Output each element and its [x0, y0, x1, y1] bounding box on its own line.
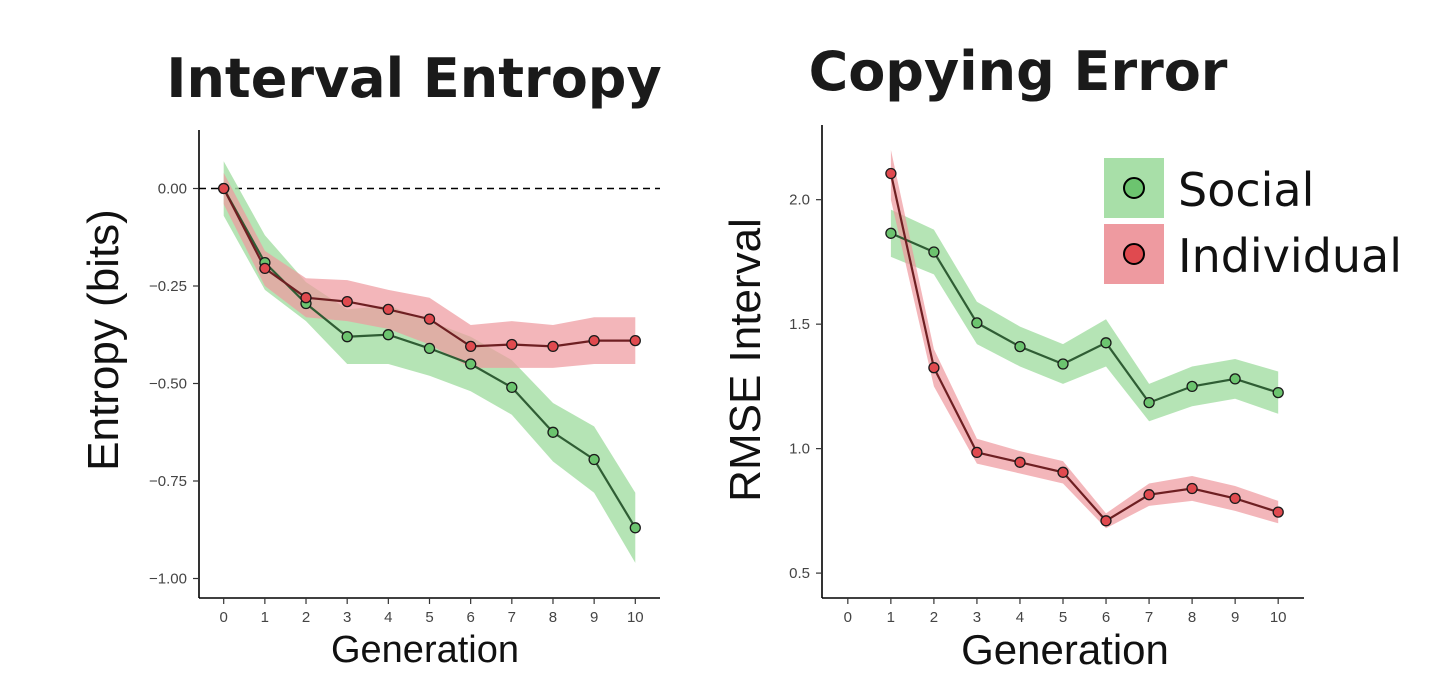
entropy-social-ci-band	[223, 161, 636, 563]
entropy-individual-point	[547, 340, 559, 353]
copying-error-x-tick-label: 8	[1188, 609, 1196, 626]
entropy-individual-point	[588, 334, 600, 347]
entropy-y-axis-title: Entropy (bits)	[79, 209, 128, 471]
copying-error-x-tick-label: 6	[1102, 609, 1110, 626]
entropy-individual-point	[465, 340, 477, 353]
entropy-x-tick-label: 3	[343, 609, 351, 626]
entropy-panel: Interval Entropy Generation Entropy (bit…	[79, 47, 662, 671]
legend-marker-individual	[1123, 243, 1145, 265]
entropy-x-tick-label: 9	[590, 609, 598, 626]
copying-error-social-point	[1272, 386, 1284, 399]
copying-error-social-point	[1100, 337, 1112, 349]
entropy-individual-point	[259, 262, 271, 275]
copying-error-x-tick-label: 2	[930, 609, 938, 626]
copying-error-individual-point	[928, 362, 940, 374]
copying-error-social-point	[1229, 373, 1241, 385]
copying-error-y-tick-label: 2.0	[789, 192, 810, 209]
copying-error-social-point	[885, 227, 897, 239]
entropy-x-tick-label: 6	[466, 609, 474, 626]
entropy-individual-ci-band	[223, 172, 636, 368]
copying-error-social-point	[928, 246, 940, 258]
entropy-x-tick-label: 7	[508, 609, 516, 626]
copying-error-y-axis-title: RMSE Interval	[721, 218, 770, 502]
entropy-y-tick-label: 0.00	[158, 181, 187, 198]
copying-error-social-point	[1186, 380, 1198, 393]
entropy-social-point	[465, 358, 477, 370]
copying-error-social-point	[971, 317, 983, 329]
copying-error-y-tick-label: 1.0	[789, 441, 810, 458]
entropy-y-tick-label: −0.25	[149, 278, 187, 295]
copying-error-x-tick-label: 1	[887, 609, 895, 626]
entropy-individual-point	[382, 303, 394, 316]
copying-error-individual-line	[889, 173, 1279, 523]
copying-error-y-tick-label: 0.5	[789, 565, 810, 582]
copying-error-x-tick-label: 7	[1145, 609, 1153, 626]
copying-error-x-tick-label: 5	[1059, 609, 1067, 626]
copying-error-x-tick-label: 0	[844, 609, 852, 626]
legend-label-individual: Individual	[1178, 229, 1402, 283]
copying-error-panel-title: Copying Error	[809, 40, 1228, 103]
entropy-individual-point	[506, 338, 518, 351]
entropy-y-tick-label: −1.00	[149, 571, 187, 588]
copying-error-panel: Copying Error Generation RMSE Interval 0…	[721, 40, 1304, 673]
entropy-social-point	[547, 426, 559, 438]
copying-error-individual-point	[971, 446, 983, 459]
copying-error-individual-ci-band	[890, 149, 1279, 529]
legend-label-social: Social	[1178, 163, 1314, 217]
copying-error-x-tick-label: 3	[973, 609, 981, 626]
copying-error-x-tick-label: 4	[1016, 609, 1024, 626]
entropy-social-point	[629, 522, 641, 534]
entropy-social-point	[588, 453, 600, 466]
entropy-individual-point	[218, 182, 230, 195]
entropy-social-point	[423, 342, 436, 355]
copying-error-individual-point	[1100, 515, 1112, 527]
copying-error-individual-point	[1272, 506, 1284, 518]
copying-error-x-tick-label: 9	[1231, 609, 1239, 626]
entropy-social-point	[506, 381, 518, 394]
copying-error-social-point	[1057, 358, 1069, 370]
entropy-x-tick-label: 4	[384, 609, 392, 626]
entropy-y-tick-label: −0.75	[149, 473, 187, 490]
entropy-individual-point	[629, 334, 641, 347]
entropy-x-tick-label: 2	[302, 609, 310, 626]
copying-error-social-ci-band	[890, 209, 1279, 422]
entropy-plot-area: 0 1 2 3 4 5 6 7 8 9 10 0.00 −0.25 −0.50 −0.75 −1.00	[149, 130, 660, 626]
copying-error-individual-point	[1143, 489, 1155, 501]
entropy-individual-point	[341, 295, 353, 308]
entropy-panel-title: Interval Entropy	[166, 47, 661, 110]
entropy-x-tick-label: 1	[261, 609, 269, 626]
entropy-x-tick-label: 10	[627, 609, 644, 626]
entropy-x-axis-title: Generation	[331, 629, 519, 671]
copying-error-social-point	[1014, 340, 1026, 353]
entropy-y-tick-label: −0.50	[149, 376, 187, 393]
copying-error-individual-point	[1186, 482, 1198, 495]
copying-error-social-point	[1143, 396, 1155, 409]
copying-error-x-axis-title: Generation	[961, 626, 1169, 673]
entropy-x-tick-label: 0	[220, 609, 228, 626]
copying-error-plot-area: 0 1 2 3 4 5 6 7 8 9 10 0.5 1.0 1.5 2.0	[789, 125, 1304, 626]
copying-error-individual-point	[885, 167, 897, 180]
copying-error-individual-point	[1014, 456, 1026, 468]
copying-error-individual-point	[1229, 492, 1241, 505]
entropy-individual-point	[423, 313, 436, 325]
copying-error-y-tick-label: 1.5	[789, 316, 810, 333]
entropy-social-point	[341, 331, 353, 343]
copying-error-individual-point	[1057, 466, 1069, 478]
legend: Social Individual	[1104, 158, 1402, 284]
entropy-social-point	[382, 329, 394, 341]
entropy-x-tick-label: 8	[549, 609, 557, 626]
entropy-x-tick-label: 5	[425, 609, 433, 626]
copying-error-social-line	[890, 232, 1279, 404]
legend-marker-social	[1123, 177, 1145, 199]
entropy-individual-point	[300, 292, 312, 304]
copying-error-x-tick-label: 10	[1270, 609, 1287, 626]
